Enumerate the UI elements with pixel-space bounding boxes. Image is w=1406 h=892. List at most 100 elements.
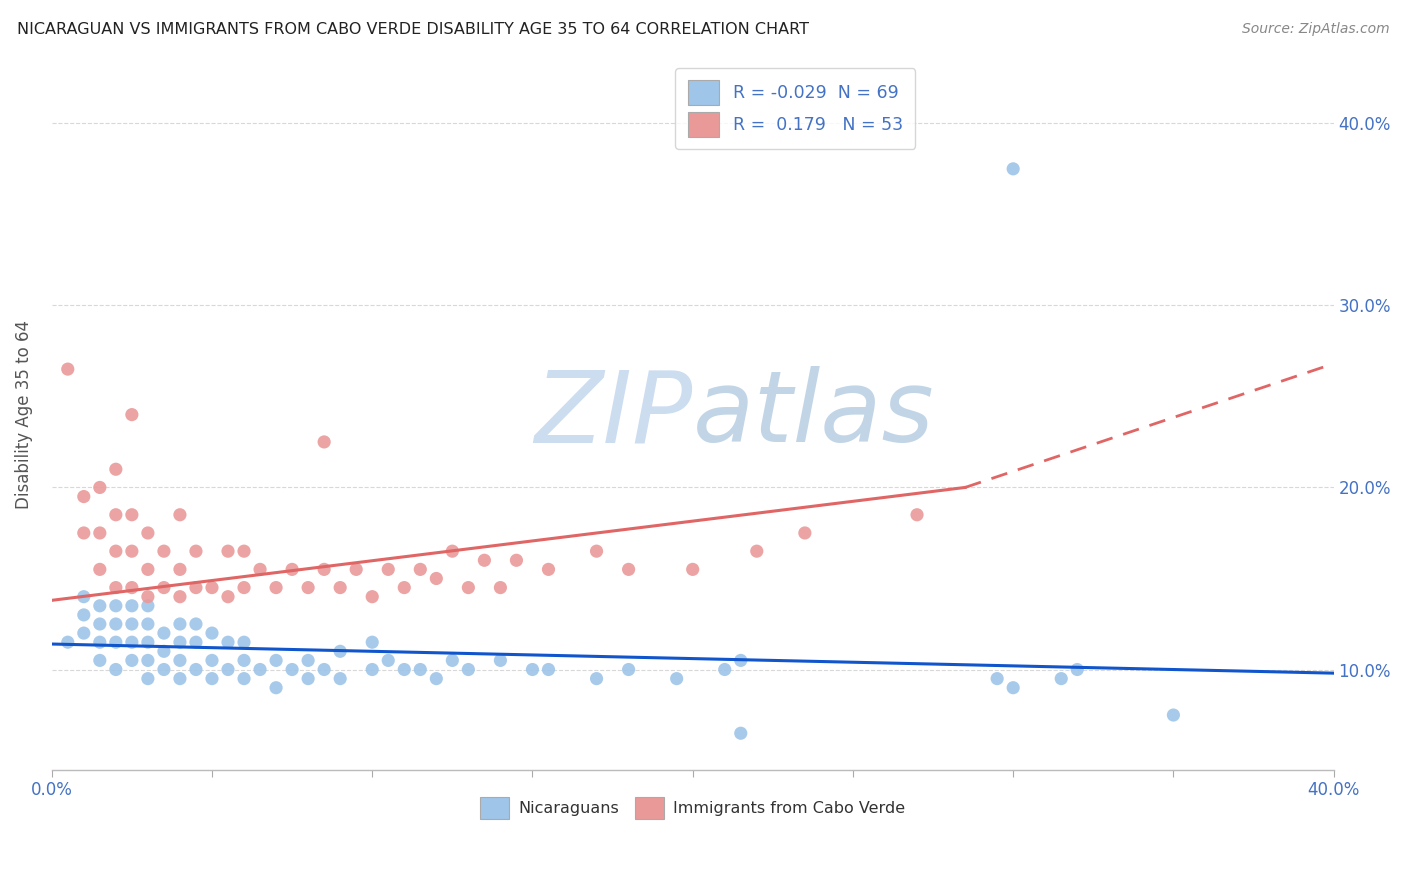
Point — [104, 581, 127, 595]
Point — [184, 635, 207, 649]
Point — [153, 581, 176, 595]
Point — [1066, 663, 1088, 677]
Point — [104, 462, 127, 476]
Point — [361, 635, 384, 649]
Point — [281, 663, 304, 677]
Point — [264, 653, 287, 667]
Point — [264, 681, 287, 695]
Point — [233, 635, 256, 649]
Y-axis label: Disability Age 35 to 64: Disability Age 35 to 64 — [15, 320, 32, 509]
Point — [329, 581, 352, 595]
Point — [201, 672, 224, 686]
Point — [425, 672, 447, 686]
Point — [217, 590, 239, 604]
Point — [505, 553, 527, 567]
Point — [136, 590, 159, 604]
Point — [314, 434, 336, 449]
Point — [56, 362, 79, 376]
Point — [793, 525, 815, 540]
Point — [169, 635, 191, 649]
Point — [136, 635, 159, 649]
Point — [361, 663, 384, 677]
Point — [249, 562, 271, 576]
Point — [489, 653, 512, 667]
Point — [184, 544, 207, 558]
Point — [201, 626, 224, 640]
Point — [217, 663, 239, 677]
Point — [344, 562, 367, 576]
Point — [121, 635, 143, 649]
Point — [585, 672, 607, 686]
Point — [1002, 161, 1025, 176]
Point — [121, 617, 143, 632]
Point — [89, 562, 111, 576]
Point — [665, 672, 688, 686]
Legend: Nicaraguans, Immigrants from Cabo Verde: Nicaraguans, Immigrants from Cabo Verde — [474, 790, 912, 826]
Point — [297, 672, 319, 686]
Point — [537, 663, 560, 677]
Point — [104, 508, 127, 522]
Point — [73, 525, 96, 540]
Point — [297, 653, 319, 667]
Point — [89, 525, 111, 540]
Point — [201, 581, 224, 595]
Point — [233, 544, 256, 558]
Point — [121, 581, 143, 595]
Point — [73, 490, 96, 504]
Point — [56, 635, 79, 649]
Point — [281, 562, 304, 576]
Point — [89, 617, 111, 632]
Point — [169, 590, 191, 604]
Point — [233, 581, 256, 595]
Point — [121, 544, 143, 558]
Point — [153, 644, 176, 658]
Point — [1163, 708, 1185, 723]
Point — [169, 617, 191, 632]
Point — [713, 663, 735, 677]
Point — [249, 663, 271, 677]
Point — [730, 653, 752, 667]
Point — [682, 562, 704, 576]
Point — [730, 726, 752, 740]
Point — [104, 663, 127, 677]
Point — [441, 544, 464, 558]
Point — [121, 408, 143, 422]
Point — [169, 672, 191, 686]
Point — [314, 663, 336, 677]
Point — [169, 562, 191, 576]
Point — [136, 599, 159, 613]
Point — [329, 672, 352, 686]
Point — [169, 508, 191, 522]
Point — [136, 525, 159, 540]
Text: NICARAGUAN VS IMMIGRANTS FROM CABO VERDE DISABILITY AGE 35 TO 64 CORRELATION CHA: NICARAGUAN VS IMMIGRANTS FROM CABO VERDE… — [17, 22, 808, 37]
Point — [89, 653, 111, 667]
Point — [136, 672, 159, 686]
Point — [314, 562, 336, 576]
Point — [264, 581, 287, 595]
Text: ZIP: ZIP — [534, 366, 693, 463]
Point — [617, 663, 640, 677]
Point — [136, 617, 159, 632]
Point — [1050, 672, 1073, 686]
Point — [121, 508, 143, 522]
Point — [121, 653, 143, 667]
Point — [297, 581, 319, 595]
Point — [121, 599, 143, 613]
Point — [104, 599, 127, 613]
Point — [394, 581, 416, 595]
Point — [73, 626, 96, 640]
Point — [377, 653, 399, 667]
Point — [217, 635, 239, 649]
Point — [457, 581, 479, 595]
Point — [585, 544, 607, 558]
Point — [73, 590, 96, 604]
Point — [184, 663, 207, 677]
Point — [153, 544, 176, 558]
Point — [73, 607, 96, 622]
Point — [136, 562, 159, 576]
Point — [489, 581, 512, 595]
Point — [474, 553, 496, 567]
Point — [1002, 681, 1025, 695]
Point — [89, 599, 111, 613]
Point — [522, 663, 544, 677]
